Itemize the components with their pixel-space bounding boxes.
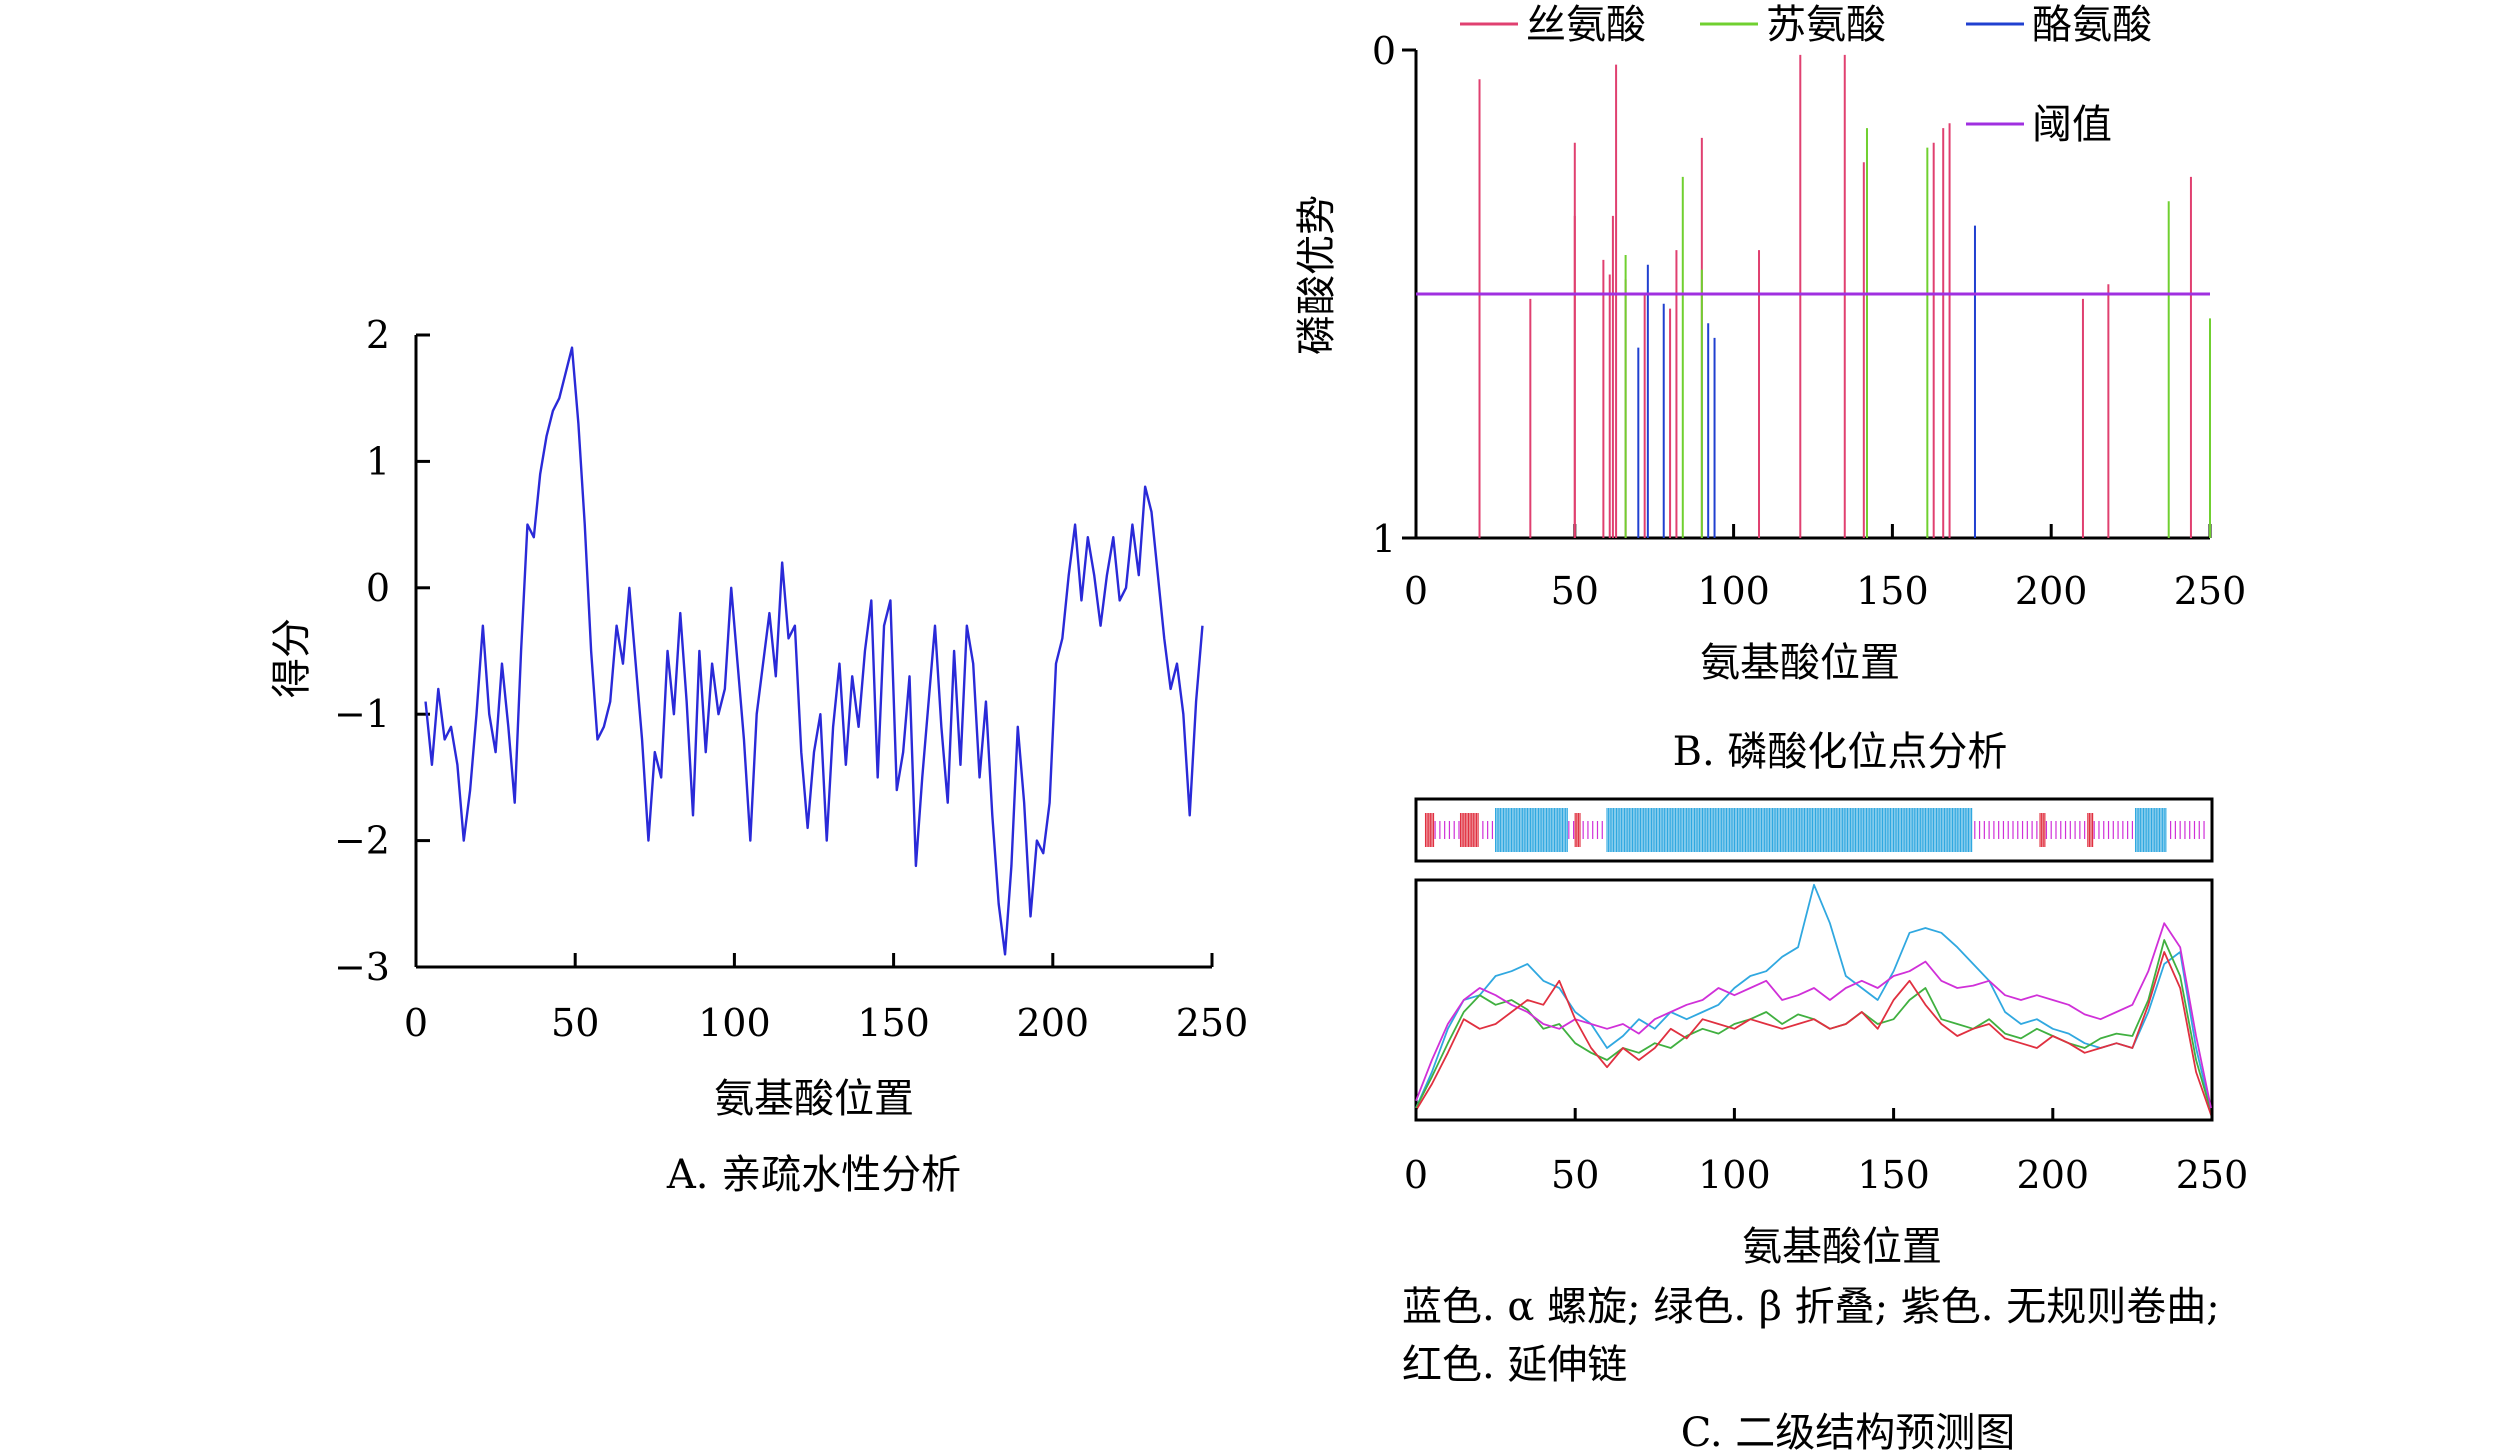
- a-xlabel: 氨基酸位置: [714, 1076, 914, 1122]
- a-y-tick-label: −2: [334, 819, 390, 863]
- b-x-tick-label: 0: [1404, 569, 1428, 613]
- a-y-tick-label: 2: [366, 313, 390, 357]
- a-y-tick-label: −3: [334, 945, 390, 989]
- c-x-tick-label: 0: [1404, 1153, 1428, 1197]
- c-note-line2: 红色. 延伸链: [1402, 1342, 1627, 1388]
- a-y-tick-label: −1: [334, 692, 390, 736]
- c-strip-marks: [1424, 808, 2205, 852]
- a-plot-area: [424, 346, 1204, 956]
- b-x-tick-label: 250: [2174, 569, 2247, 613]
- panel-a-hydropathy: 0 50 100 150 200 250 2 1 0 −1 −2 −3 氨基酸位置 得分 A. 亲疏…: [269, 313, 1248, 1198]
- b-y-ticks: 01: [1372, 29, 1416, 561]
- c-series-line: [1415, 939, 2213, 1116]
- c-plot-frame: [1414, 878, 2214, 1122]
- a-x-tick-label: 150: [857, 1001, 930, 1045]
- a-x-ticks: 0 50 100 150 200 250: [404, 953, 1248, 1045]
- b-caption: B. 磷酸化位点分析: [1673, 729, 2008, 775]
- c-caption: C. 二级结构预测图: [1681, 1410, 2016, 1451]
- b-plot-area: [1416, 54, 2211, 538]
- c-x-tick-label: 150: [1857, 1153, 1930, 1197]
- a-y-tick-label: 1: [366, 439, 390, 483]
- b-y-tick-label: 0: [1372, 29, 1396, 73]
- c-x-tick-label: 100: [1698, 1153, 1771, 1197]
- a-series-line: [424, 346, 1204, 956]
- panel-c-secondary-structure: 0 50 100 150 200 250 氨基酸位置 蓝色. α 螺旋; 绿色. β 折叠…: [1402, 797, 2248, 1451]
- c-x-tick-label: 50: [1551, 1153, 1599, 1197]
- c-x-tick-label: 200: [2017, 1153, 2090, 1197]
- c-xlabel: 氨基酸位置: [1742, 1224, 1942, 1270]
- a-x-tick-label: 200: [1017, 1001, 1090, 1045]
- c-series-line: [1415, 883, 2213, 1116]
- a-x-tick-label: 50: [551, 1001, 599, 1045]
- b-x-ticks: 0 50 100 150 200 250: [1404, 524, 2246, 613]
- b-legend-label: 丝氨酸: [1526, 2, 1646, 48]
- a-caption: A. 亲疏水性分析: [666, 1152, 961, 1198]
- c-note-line1: 蓝色. α 螺旋; 绿色. β 折叠; 紫色. 无规则卷曲;: [1402, 1284, 2220, 1330]
- b-x-tick-label: 150: [1856, 569, 1929, 613]
- a-ylabel: 得分: [269, 618, 315, 698]
- b-legend-label: 酪氨酸: [2032, 2, 2152, 48]
- b-xlabel: 氨基酸位置: [1700, 640, 1900, 686]
- a-y-tick-label: 0: [366, 566, 390, 610]
- b-x-tick-label: 200: [2015, 569, 2088, 613]
- c-x-ticks: 0 50 100 150 200 250: [1404, 1108, 2248, 1197]
- c-x-tick-label: 250: [2176, 1153, 2249, 1197]
- b-y-tick-label: 1: [1372, 517, 1396, 561]
- a-x-tick-label: 100: [698, 1001, 771, 1045]
- b-x-tick-label: 100: [1697, 569, 1770, 613]
- b-legend-label: 苏氨酸: [1766, 2, 1886, 48]
- b-x-tick-label: 50: [1551, 569, 1599, 613]
- b-legend-label: 阈值: [2032, 102, 2112, 148]
- b-ylabel: 磷酸优势: [1294, 195, 1340, 355]
- a-x-tick-label: 0: [404, 1001, 428, 1045]
- a-x-tick-label: 250: [1176, 1001, 1249, 1045]
- c-plot-area: [1415, 883, 2213, 1118]
- c-series-line: [1415, 922, 2213, 1113]
- c-series-line: [1415, 951, 2213, 1118]
